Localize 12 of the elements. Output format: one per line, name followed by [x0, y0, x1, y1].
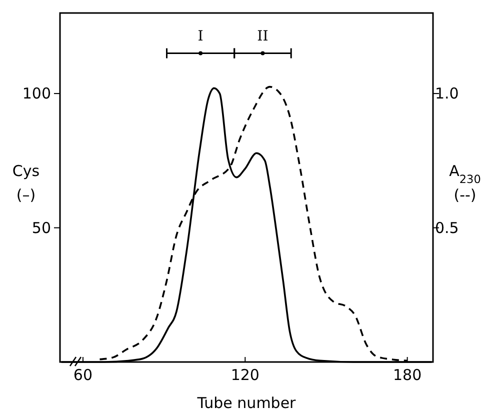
y2-tick-label: 0.5 — [435, 218, 459, 237]
y-tick-label: 50 — [32, 218, 51, 237]
data-label: II — [257, 28, 268, 44]
y2-tick-label: 1.0 — [435, 84, 459, 103]
x-tick-label: 180 — [393, 366, 422, 384]
x-tick-label: 60 — [73, 366, 93, 384]
data-label: I — [198, 28, 204, 44]
y2-axis-title: A$_{230}$ (--) — [449, 162, 481, 204]
y-axis-title: Cys (–) — [12, 162, 40, 204]
x-axis-title: Tube number — [196, 394, 297, 412]
y-tick-label: 100 — [22, 84, 51, 103]
x-tick-label: 120 — [230, 366, 260, 384]
